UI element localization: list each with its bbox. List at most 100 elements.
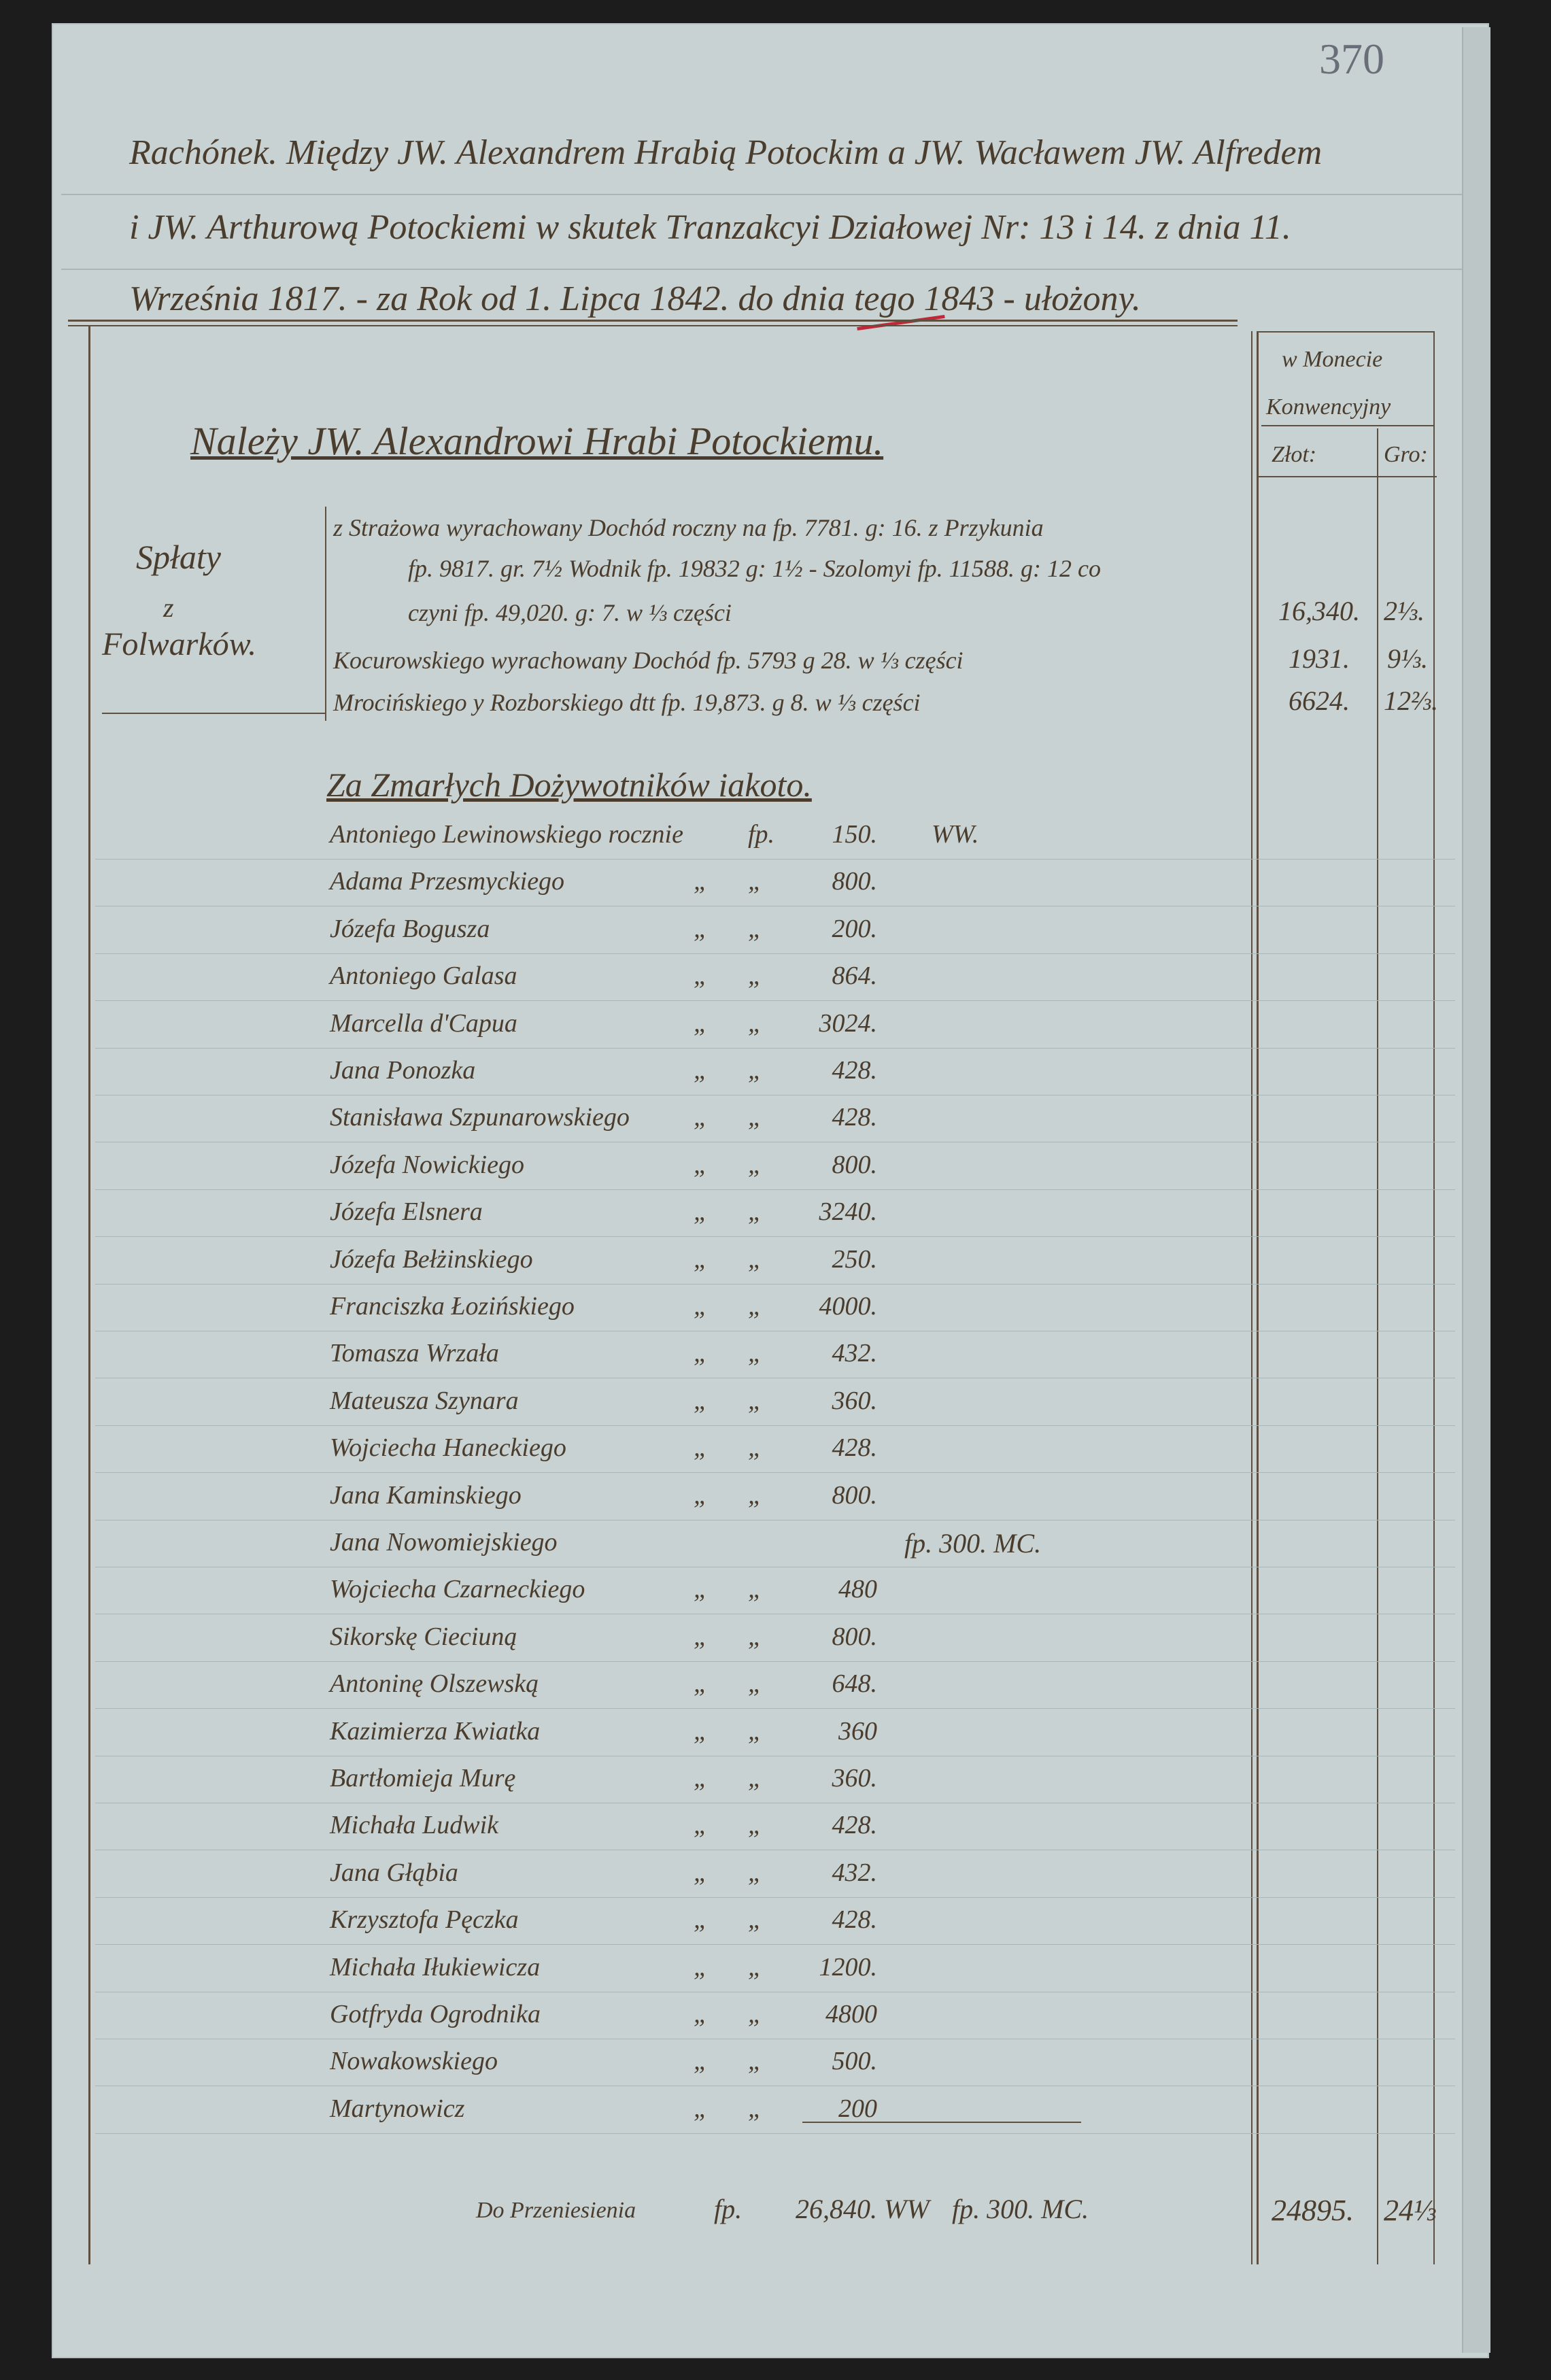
entry-name: Antoninę Olszewską [330, 1669, 539, 1699]
currency-header-1: w Monecie [1282, 347, 1383, 372]
total-sum-mc: fp. 300. MC. [952, 2194, 1089, 2224]
ditto-mark: „ [694, 914, 709, 943]
ditto-mark: „ [748, 1622, 763, 1651]
column-zlot: Złot: [1272, 442, 1317, 467]
ruling [95, 1661, 1455, 1662]
ditto-mark: „ [694, 1433, 709, 1463]
ruling [61, 194, 1462, 195]
ditto-mark: „ [694, 1056, 709, 1085]
title-line-3: Września 1817. - za Rok od 1. Lipca 1842… [129, 279, 1141, 319]
ditto-mark: „ [694, 2047, 709, 2076]
entry-name: Józefa Bogusza [330, 914, 490, 943]
entry-amount: 432. [832, 1339, 878, 1368]
ditto-mark: „ [694, 1716, 709, 1746]
ditto-mark: „ [694, 1386, 709, 1415]
ruling [95, 2132, 1455, 2134]
entry-name: Józefa Bełżinskiego [330, 1244, 533, 1274]
entry-currency: fp. [748, 820, 775, 849]
ruling [95, 1472, 1455, 1474]
entry-name: Martynowicz [330, 2094, 465, 2123]
entry-name: Wojciecha Haneckiego [330, 1433, 566, 1463]
entry-amount: 4000. [819, 1292, 878, 1321]
ditto-mark: „ [748, 1858, 763, 1887]
ditto-mark: „ [694, 1008, 709, 1038]
ditto-mark: „ [748, 1150, 763, 1179]
entry-amount: 200 [838, 2094, 877, 2123]
total-label: Do Przeniesienia [476, 2198, 636, 2223]
splaty-row: Kocurowskiego wyrachowany Dochód fp. 579… [333, 647, 964, 674]
entry-amount: 428. [832, 1056, 878, 1085]
entry-name: Jana Nowomiejskiego [330, 1528, 558, 1557]
entry-name: Antoniego Galasa [330, 962, 517, 991]
ditto-mark: „ [748, 1905, 763, 1935]
ditto-mark: „ [694, 1480, 709, 1510]
ruling [95, 1283, 1455, 1285]
entry-amount: 4800 [825, 2000, 877, 2028]
ditto-mark: „ [748, 1764, 763, 1792]
ditto-mark: „ [748, 1386, 763, 1415]
splaty-gr: 2⅓. [1384, 596, 1425, 626]
entry-amount: 800. [832, 1150, 878, 1179]
entry-name: Bartłomieja Murę [330, 1764, 516, 1792]
title-rule-2 [68, 325, 1238, 326]
ditto-mark: „ [748, 1811, 763, 1840]
entry-currency-suffix: WW. [932, 820, 979, 849]
ditto-mark: „ [748, 1575, 763, 1604]
splaty-row: z Strażowa wyrachowany Dochód roczny na … [333, 514, 1044, 541]
entry-amount: 150. [832, 820, 878, 849]
ditto-mark: „ [748, 1669, 763, 1699]
ditto-mark: „ [748, 1008, 763, 1038]
title-year: 1843 [923, 279, 995, 318]
entry-amount: 648. [832, 1669, 878, 1699]
ditto-mark: „ [694, 1575, 709, 1604]
entry-amount: 1200. [819, 1952, 878, 1982]
ruling [61, 269, 1462, 270]
entry-note: fp. 300. MC. [904, 1528, 1042, 1559]
entry-amount: 3024. [819, 1008, 878, 1038]
splaty-gr: 12⅔. [1384, 685, 1438, 716]
entry-name: Mateusza Szynara [330, 1386, 519, 1415]
title-line-2: i JW. Arthurową Potockiemi w skutek Tran… [129, 208, 1291, 247]
ditto-mark: „ [694, 1905, 709, 1935]
entry-name: Józefa Nowickiego [330, 1150, 524, 1179]
ditto-mark: „ [748, 1952, 763, 1982]
splaty-label: Spłaty [136, 538, 221, 576]
entry-name: Michała Iłukiewicza [330, 1952, 541, 1982]
entry-name: Nowakowskiego [330, 2047, 498, 2076]
entry-amount: 428. [832, 1905, 878, 1935]
splaty-label-z: z [163, 592, 174, 623]
header-top [1257, 331, 1433, 333]
ditto-mark: „ [694, 962, 709, 991]
ditto-mark: „ [748, 914, 763, 943]
splaty-zl: 16,340. [1278, 596, 1360, 626]
ditto-mark: „ [694, 1150, 709, 1179]
entry-amount: 3240. [819, 1197, 878, 1227]
entry-name: Krzysztofa Pęczka [330, 1905, 519, 1935]
entry-amount: 800. [832, 1622, 878, 1651]
entry-name: Gotfryda Ogrodnika [330, 2000, 541, 2028]
ditto-mark: „ [748, 1433, 763, 1463]
page-number: 370 [1319, 35, 1384, 83]
entry-name: Michała Ludwik [330, 1811, 499, 1840]
left-border [88, 326, 90, 2264]
splaty-underline [102, 713, 326, 714]
currency-header-2: Konwencyjny [1266, 394, 1391, 420]
ditto-mark: „ [748, 962, 763, 991]
section-heading: Należy JW. Alexandrowi Hrabi Potockiemu. [190, 419, 884, 463]
ruling [95, 859, 1455, 860]
ruling [95, 953, 1455, 954]
entry-name: Józefa Elsnera [330, 1197, 483, 1227]
document-page [53, 24, 1488, 2357]
sum-underline [802, 2122, 1081, 2123]
entry-amount: 200. [832, 914, 878, 943]
ditto-mark: „ [748, 1292, 763, 1321]
title-line-1: Rachónek. Między JW. Alexandrem Hrabią P… [129, 133, 1323, 172]
entry-name: Tomasza Wrzała [330, 1339, 499, 1368]
ditto-mark: „ [748, 1716, 763, 1746]
col-border-2 [1377, 428, 1378, 2264]
entry-amount: 432. [832, 1858, 878, 1887]
entry-name: Kazimierza Kwiatka [330, 1716, 541, 1746]
entry-amount: 250. [832, 1244, 878, 1274]
ruling [95, 1000, 1455, 1002]
splaty-row: czyni fp. 49,020. g: 7. w ⅓ części [408, 599, 732, 626]
